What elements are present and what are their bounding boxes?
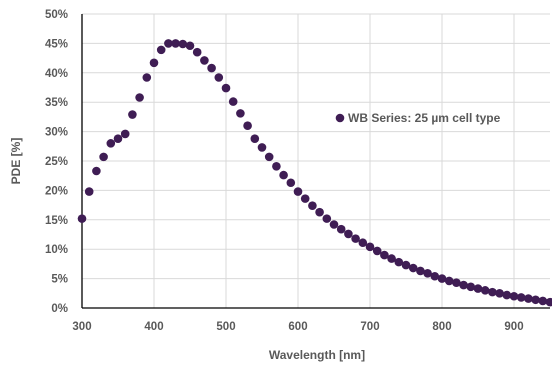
data-point — [149, 58, 159, 68]
data-point — [488, 287, 497, 297]
data-point — [351, 234, 360, 243]
data-point — [214, 73, 224, 82]
data-point — [92, 166, 101, 176]
grid — [82, 13, 550, 308]
x-tick-label: 300 — [72, 321, 91, 333]
data-point — [387, 254, 396, 263]
data-point — [264, 152, 274, 162]
data-point — [516, 293, 526, 302]
data-point — [502, 290, 512, 300]
data-point — [120, 129, 130, 139]
data-point — [171, 39, 180, 48]
y-tick-label: 45% — [45, 38, 68, 50]
x-axis-title: Wavelength [nm] — [269, 348, 365, 362]
data-point — [416, 266, 425, 276]
y-tick-label: 15% — [45, 215, 68, 227]
data-point — [473, 284, 483, 293]
y-tick-label: 20% — [45, 185, 68, 197]
data-point — [545, 297, 552, 307]
data-point — [200, 56, 209, 65]
data-point — [466, 282, 476, 292]
data-point — [84, 187, 94, 196]
x-tick-label: 900 — [504, 321, 523, 333]
data-point — [336, 224, 346, 234]
data-point — [372, 246, 382, 256]
data-point — [113, 134, 123, 143]
data-point — [272, 161, 281, 171]
data-point — [106, 139, 116, 148]
data-point — [452, 278, 461, 288]
data-point — [437, 274, 447, 283]
y-tick-label: 35% — [45, 97, 68, 109]
data-point — [257, 143, 267, 152]
y-tick-label: 5% — [51, 274, 68, 286]
data-point — [99, 152, 108, 162]
legend: WB Series: 25 µm cell type — [335, 111, 501, 125]
x-tick-label: 800 — [432, 321, 451, 333]
y-tick-label: 50% — [45, 9, 68, 21]
data-point — [286, 178, 296, 188]
data-point — [495, 289, 504, 298]
data-point — [459, 280, 468, 290]
data-point — [423, 269, 432, 278]
data-point — [531, 295, 540, 305]
data-point — [185, 41, 195, 51]
data-point — [344, 229, 353, 239]
data-point — [279, 170, 288, 180]
data-point — [77, 214, 87, 223]
x-tick-label: 500 — [216, 321, 235, 333]
data-point — [300, 194, 310, 203]
y-axis-title: PDE [%] — [9, 138, 23, 185]
y-tick-label: 40% — [45, 68, 68, 80]
data-point — [380, 250, 389, 260]
data-point — [156, 45, 166, 55]
data-point — [524, 294, 533, 303]
data-point — [480, 286, 490, 295]
data-point — [207, 63, 216, 73]
x-tick-label: 400 — [144, 321, 163, 333]
data-point — [509, 291, 519, 301]
data-point — [329, 220, 339, 229]
data-point — [401, 260, 411, 270]
data-point — [178, 39, 188, 49]
data-point — [444, 276, 454, 286]
data-point — [315, 207, 324, 217]
data-point — [221, 83, 231, 93]
data-point — [322, 214, 332, 223]
data-point — [408, 263, 418, 273]
legend-marker — [335, 113, 345, 123]
data-point — [430, 271, 440, 281]
x-tick-label: 700 — [360, 321, 379, 333]
data-point — [293, 187, 303, 196]
tick-labels: 0% 5% 10% 15% 20% 25% 30% 35% 40% 45% 50% 300 400 500… — [45, 9, 524, 333]
data-point — [365, 242, 375, 252]
data-point — [358, 238, 368, 248]
data-points — [77, 39, 552, 307]
data-point — [142, 73, 152, 82]
data-point — [228, 97, 238, 106]
data-point — [250, 134, 260, 143]
x-tick-label: 600 — [288, 321, 307, 333]
data-point — [192, 47, 202, 57]
y-tick-label: 0% — [51, 303, 68, 315]
axes — [81, 14, 550, 309]
data-point — [394, 257, 404, 267]
data-point — [135, 93, 144, 102]
data-point — [236, 109, 245, 118]
data-point — [243, 121, 252, 131]
data-point — [308, 201, 317, 210]
data-point — [164, 39, 173, 48]
y-tick-label: 25% — [45, 156, 68, 168]
legend-label: WB Series: 25 µm cell type — [348, 111, 501, 125]
data-point — [128, 110, 137, 119]
y-tick-label: 30% — [45, 127, 68, 139]
data-point — [538, 296, 548, 306]
y-tick-label: 10% — [45, 244, 68, 256]
